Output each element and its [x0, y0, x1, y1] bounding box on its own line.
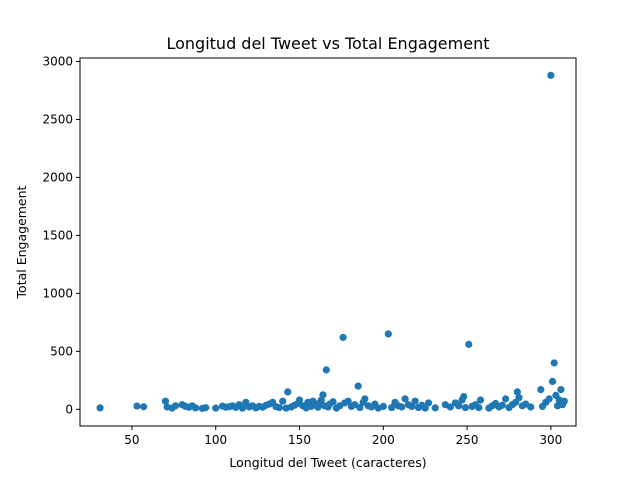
data-point	[275, 403, 284, 412]
chart-title: Longitud del Tweet vs Total Engagement	[166, 34, 489, 53]
data-point	[548, 377, 557, 386]
data-point	[513, 388, 521, 396]
y-tick-label: 0	[65, 402, 73, 416]
data-point	[560, 397, 568, 405]
data-point	[379, 402, 387, 411]
y-tick-label: 1500	[42, 228, 73, 242]
data-point	[161, 397, 170, 405]
data-point	[171, 402, 180, 410]
data-points	[96, 71, 568, 412]
y-tick-label: 1000	[42, 286, 73, 300]
data-point	[295, 396, 304, 404]
x-tick-label: 250	[456, 433, 479, 447]
data-point	[475, 403, 483, 412]
plot-area-frame	[79, 57, 577, 427]
data-point	[550, 359, 558, 367]
data-point	[354, 382, 362, 390]
x-tick-label: 100	[204, 433, 227, 447]
x-axis-label: Longitud del Tweet (caracteres)	[229, 455, 426, 470]
data-point	[424, 399, 433, 407]
data-point	[421, 404, 429, 412]
data-point	[401, 395, 409, 403]
y-axis-ticks: 0 500 1000 1500 2000 2500 3000	[42, 54, 80, 416]
y-tick-label: 3000	[42, 54, 73, 68]
data-point	[284, 388, 292, 396]
data-point	[388, 403, 396, 412]
data-point	[431, 404, 439, 412]
data-point	[498, 401, 506, 409]
x-tick-label: 50	[124, 433, 139, 447]
data-point	[502, 395, 510, 403]
data-point	[212, 404, 220, 412]
data-point	[476, 396, 485, 404]
y-tick-label: 2000	[42, 170, 73, 184]
data-point	[329, 398, 337, 406]
data-point	[455, 402, 463, 410]
data-point	[356, 403, 364, 412]
data-point	[547, 71, 555, 79]
data-point	[344, 397, 352, 405]
data-point	[384, 330, 392, 338]
data-point	[446, 403, 454, 411]
data-point	[279, 397, 287, 405]
data-point	[515, 394, 523, 402]
x-tick-label: 300	[539, 433, 562, 447]
data-point	[537, 385, 545, 394]
data-point	[527, 403, 535, 411]
data-point	[361, 395, 369, 403]
data-point	[398, 403, 406, 411]
data-point	[461, 403, 470, 412]
x-axis-ticks: 50 100 150 200 250 300	[124, 426, 562, 447]
y-axis-label: Total Engagement	[14, 185, 29, 299]
data-point	[238, 404, 247, 412]
data-point	[319, 391, 327, 399]
y-tick-label: 500	[50, 344, 73, 358]
data-point	[96, 404, 104, 412]
data-point	[460, 392, 468, 401]
data-point	[408, 402, 416, 411]
x-tick-label: 200	[372, 433, 395, 447]
data-point	[465, 340, 473, 348]
data-point	[557, 385, 565, 394]
data-point	[133, 402, 141, 410]
data-point	[202, 404, 210, 412]
data-point	[192, 404, 200, 412]
data-point	[411, 397, 419, 405]
data-point	[322, 366, 330, 374]
data-point	[140, 403, 148, 411]
data-point	[545, 395, 553, 403]
y-tick-label: 2500	[42, 112, 73, 126]
data-point	[339, 333, 347, 342]
x-tick-label: 150	[288, 433, 311, 447]
